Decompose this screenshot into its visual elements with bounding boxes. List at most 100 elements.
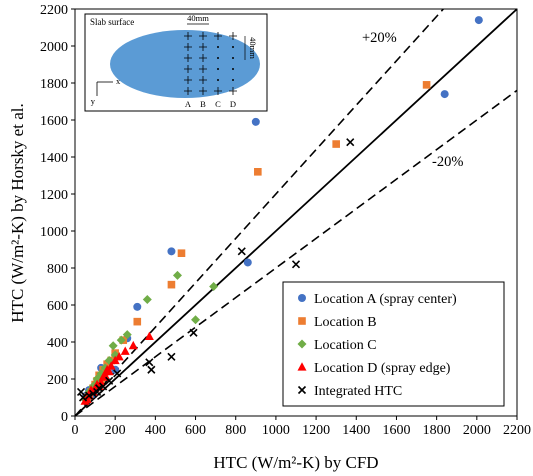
x-data-point: [76, 387, 86, 397]
diamond-data-point: [142, 294, 152, 304]
circle-data-point: [474, 16, 483, 25]
inset-plus-marker: [199, 87, 207, 95]
x-data-point: [167, 352, 176, 361]
circle-data-point: [243, 258, 252, 267]
x-tick-label: 2000: [463, 423, 491, 438]
triangle-data-point: [110, 355, 120, 365]
inset-plus-marker: [184, 65, 192, 73]
triangle-data-point: [144, 331, 154, 341]
series-x: [76, 138, 355, 402]
legend-label: Integrated HTC: [314, 384, 402, 399]
x-tick-label: 1200: [302, 423, 330, 438]
lower-band-label: -20%: [432, 154, 463, 170]
x-data-point: [89, 389, 98, 398]
y-tick-label: 0: [61, 410, 68, 425]
inset-dot: [232, 57, 234, 59]
inset-plus-marker: [184, 43, 192, 51]
plot-area: [74, 8, 518, 417]
x-tick-label: 2200: [503, 423, 531, 438]
inset-plus-marker: [199, 32, 207, 40]
x-data-point: [145, 358, 154, 367]
square-data-point: [103, 360, 111, 368]
inset-plus-marker: [199, 43, 207, 51]
inset-grid: [184, 32, 237, 95]
y-tick-label: 2200: [40, 3, 68, 18]
legend-label: Location D (spray edge): [314, 361, 451, 376]
inset-plus-marker: [184, 76, 192, 84]
square-data-point: [133, 317, 142, 326]
triangle-data-point: [128, 340, 138, 350]
y-tick-label: 2000: [40, 40, 68, 55]
x-data-point: [147, 365, 156, 374]
inset-dot: [232, 46, 234, 48]
inset-dot: [217, 68, 219, 70]
diamond-data-point: [122, 330, 132, 340]
x-tick-label: 400: [145, 423, 166, 438]
y-tick-label: 800: [47, 262, 68, 277]
triangle-data-point: [120, 346, 130, 355]
legend-marker-x: [297, 385, 307, 395]
x-tick-label: 1400: [342, 423, 370, 438]
parity-reference-line: [74, 8, 518, 417]
square-data-point: [332, 140, 340, 148]
y-tick-label: 1400: [40, 151, 68, 166]
x-axis-title: HTC (W/m²-K) by CFD: [213, 453, 378, 472]
x-tick-label: 600: [185, 423, 206, 438]
square-data-point: [254, 168, 262, 176]
inset-plus-marker: [184, 32, 192, 40]
diamond-data-point: [172, 270, 182, 280]
x-data-point: [78, 393, 88, 402]
y-axis-ticks: 0 200 400 600 800 1000 1200 1400 1600 1800 2000 220…: [40, 3, 75, 425]
legend-label: Location A (spray center): [314, 292, 457, 307]
upper-band-label: +20%: [362, 30, 397, 46]
y-tick-label: 1800: [40, 77, 68, 92]
x-tick-label: 1800: [423, 423, 451, 438]
y-tick-label: 400: [47, 336, 68, 351]
spray-footprint: [110, 30, 260, 98]
inset-plus-marker: [214, 87, 222, 95]
diamond-data-point: [191, 315, 201, 325]
inset-y-label: y: [91, 96, 96, 106]
legend-items: Location A (spray center) Location B Locat…: [297, 292, 457, 399]
inset-title: Slab surface: [90, 17, 134, 27]
diamond-data-point: [209, 282, 219, 291]
y-tick-label: 1600: [40, 114, 68, 129]
x-tick-label: 0: [72, 423, 79, 438]
square-data-point: [167, 280, 176, 289]
square-data-point: [422, 81, 431, 89]
y-tick-label: 600: [47, 299, 68, 314]
y-tick-label: 1200: [40, 188, 68, 203]
x-data-point: [93, 387, 102, 397]
circle-data-point: [133, 302, 142, 311]
inset-x-label: x: [116, 76, 121, 86]
x-data-point: [346, 138, 355, 147]
inset-plus-marker: [229, 87, 237, 95]
inset-dot: [217, 57, 219, 59]
inset-dot: [217, 79, 219, 81]
y-tick-label: 1000: [40, 225, 68, 240]
x-tick-label: 1600: [382, 423, 410, 438]
y-axis-title: HTC (W/m²-K) by Horsky et al.: [8, 103, 27, 322]
inset-plus-marker: [214, 32, 222, 40]
legend-marker-diamond: [297, 339, 307, 349]
circle-data-point: [251, 117, 260, 126]
triangle-data-point: [114, 352, 124, 361]
inset-plus-marker: [199, 76, 207, 84]
x-data-point: [237, 247, 246, 256]
inset-column-c: C: [215, 99, 221, 109]
legend-box: [282, 281, 505, 407]
inset-dot: [217, 46, 219, 48]
inset-column-b: B: [200, 99, 206, 109]
x-data-point: [189, 328, 198, 337]
square-data-point: [177, 249, 186, 257]
inset-dot: [232, 68, 234, 70]
x-tick-label: 1000: [262, 423, 290, 438]
x-data-point: [113, 369, 122, 378]
legend-label: Location C: [314, 338, 377, 353]
legend-label: Location B: [314, 315, 377, 330]
legend: Location A (spray center) Location B Locat…: [282, 281, 505, 407]
inset-plus-marker: [184, 54, 192, 62]
legend-marker-square: [298, 317, 306, 325]
diamond-data-point: [108, 341, 118, 351]
x-data-point: [291, 260, 301, 269]
